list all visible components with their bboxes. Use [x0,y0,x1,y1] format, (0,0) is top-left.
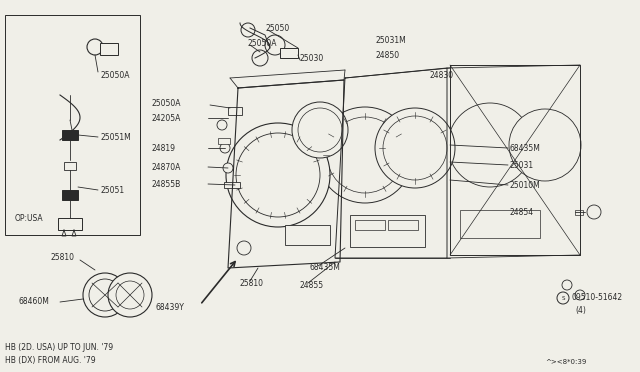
Circle shape [509,109,581,181]
Circle shape [116,281,144,309]
Circle shape [220,143,230,153]
Bar [100,43,118,55]
Text: 25050A: 25050A [152,99,182,108]
Bar [575,210,583,215]
Text: 24855B: 24855B [152,180,181,189]
Text: 24830: 24830 [430,71,454,80]
Text: 09510-51642: 09510-51642 [572,294,623,302]
Circle shape [575,290,585,300]
Bar [280,48,298,58]
Text: 25810: 25810 [50,253,74,263]
Bar [218,138,230,144]
Circle shape [587,205,601,219]
Circle shape [448,103,532,187]
Bar [388,220,418,230]
Text: 25031M: 25031M [376,35,407,45]
Text: HB (2D. USA) UP TO JUN. '79: HB (2D. USA) UP TO JUN. '79 [5,343,113,353]
Bar [224,182,240,188]
Bar [228,107,242,115]
Circle shape [83,273,127,317]
Circle shape [223,163,233,173]
Text: ^><8*0:39: ^><8*0:39 [545,359,586,365]
Bar [460,210,540,238]
Text: HB (DX) FROM AUG. '79: HB (DX) FROM AUG. '79 [5,356,95,365]
Text: 68435M: 68435M [310,263,341,273]
Text: 25050A: 25050A [100,71,129,80]
Bar [5,15,140,235]
Text: 25051M: 25051M [100,132,131,141]
Bar [62,130,78,140]
Circle shape [557,292,569,304]
Text: (4): (4) [575,305,586,314]
Text: OP:USA: OP:USA [15,214,44,222]
Circle shape [298,108,342,152]
Bar [355,220,385,230]
Circle shape [236,133,320,217]
Text: 25810: 25810 [240,279,264,288]
Text: 25031: 25031 [510,160,534,170]
Text: 24819: 24819 [152,144,176,153]
Circle shape [108,273,152,317]
Text: 25030: 25030 [300,54,324,62]
Circle shape [562,280,572,290]
Text: 24870A: 24870A [152,163,181,171]
Text: 68460M: 68460M [18,298,49,307]
Circle shape [327,117,403,193]
Circle shape [252,50,268,66]
Circle shape [89,279,121,311]
Bar [62,190,78,200]
Circle shape [241,23,255,37]
Circle shape [317,107,413,203]
Bar [64,162,76,170]
Text: 24854: 24854 [510,208,534,217]
Text: 24205A: 24205A [152,113,181,122]
Circle shape [383,116,447,180]
Text: 25010M: 25010M [510,180,541,189]
Circle shape [265,35,285,55]
Circle shape [217,120,227,130]
Text: 24850: 24850 [376,51,400,60]
Text: S: S [561,295,564,301]
Bar [350,215,425,247]
Text: 25051: 25051 [100,186,124,195]
Text: 24855: 24855 [300,280,324,289]
Circle shape [226,123,330,227]
Text: 25050A: 25050A [248,38,278,48]
Circle shape [375,108,455,188]
Circle shape [292,102,348,158]
Circle shape [87,39,103,55]
Bar [58,218,82,230]
Text: 68435M: 68435M [510,144,541,153]
Bar [285,225,330,245]
Text: 68439Y: 68439Y [155,304,184,312]
Text: 25050: 25050 [266,23,291,32]
Circle shape [237,241,251,255]
